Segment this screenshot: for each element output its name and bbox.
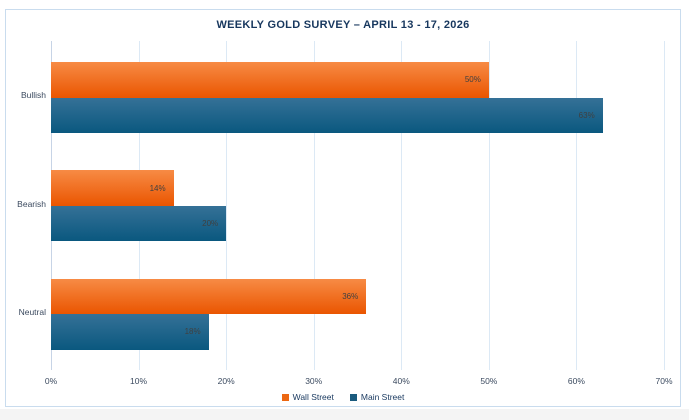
bar-main-street-neutral: 18% (51, 314, 209, 350)
bar-main-street-bullish: 63% (51, 97, 603, 133)
bar-value-label: 14% (149, 183, 166, 193)
category-label-bullish: Bullish (20, 90, 46, 101)
gridline-40 (401, 41, 403, 370)
x-tick-label-40: 40% (392, 376, 410, 386)
bar-wall-street-neutral: 36% (51, 278, 367, 315)
bar-main-street-bearish: 20% (51, 205, 227, 242)
x-tick-label-50: 50% (480, 376, 498, 386)
x-tick-label-20: 20% (217, 376, 235, 386)
bar-value-label: 63% (578, 110, 595, 120)
bottom-strip (0, 409, 689, 420)
bar-value-label: 18% (184, 327, 201, 337)
bar-wall-street-bearish: 14% (51, 170, 174, 206)
chart-container: WEEKLY GOLD SURVEY – APRIL 13 - 17, 2026… (5, 9, 681, 407)
gridline-20 (226, 41, 228, 370)
legend-item-main-street: Main Street (349, 392, 405, 402)
bar-value-label: 20% (202, 219, 219, 229)
legend-label: Main Street (360, 392, 405, 402)
chart-title: WEEKLY GOLD SURVEY – APRIL 13 - 17, 2026 (216, 19, 470, 31)
x-tick-label-60: 60% (567, 376, 585, 386)
legend-swatch (281, 393, 289, 401)
legend-swatch (349, 393, 357, 401)
x-tick-label-10: 10% (130, 376, 148, 386)
bar-value-label: 50% (464, 75, 481, 85)
legend: Wall Street Main Street (6, 390, 680, 404)
gridline-30 (313, 41, 315, 370)
x-tick-label-70: 70% (655, 376, 673, 386)
gridline-50 (488, 41, 490, 370)
category-label-bearish: Bearish (17, 198, 46, 209)
gridline-60 (576, 41, 578, 370)
x-tick-label-30: 30% (305, 376, 323, 386)
gridline-70 (664, 41, 665, 370)
legend-label: Wall Street (292, 392, 334, 402)
bar-wall-street-bullish: 50% (51, 62, 489, 98)
x-tick-label-0: 0% (44, 376, 58, 386)
category-label-neutral: Neutral (18, 306, 46, 317)
legend-item-wall-street: Wall Street (281, 392, 334, 402)
bar-value-label: 36% (342, 291, 359, 301)
